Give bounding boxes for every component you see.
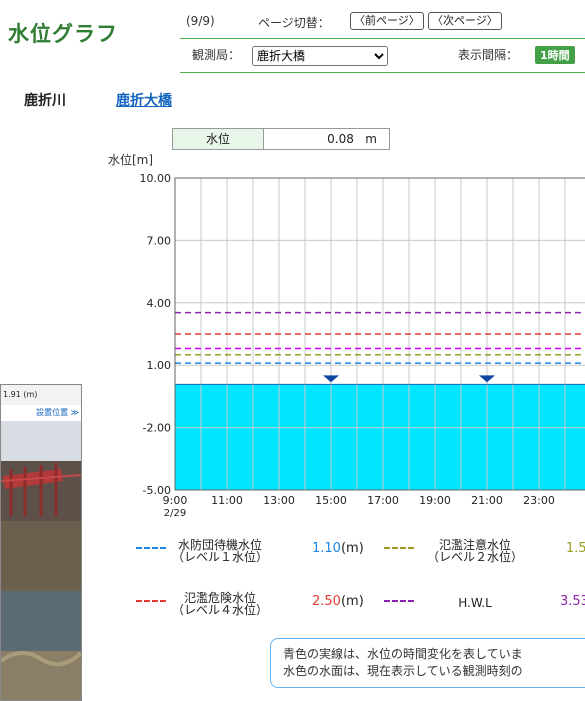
legend-value: 1.5 [566, 541, 585, 556]
note-line-1: 青色の実線は、水位の時間変化を表していま [283, 647, 523, 661]
readout-value: 0.08 m [327, 132, 377, 146]
legend-value: 2.50(m) [312, 594, 364, 609]
y-tick-label: -2.00 [143, 422, 171, 435]
interval-badge[interactable]: 1時間 [535, 46, 575, 64]
legend-value: 1.10(m) [312, 541, 364, 556]
level-marker [479, 375, 495, 383]
station-label: 観測局： [192, 48, 241, 62]
page-title: 水位グラフ [8, 22, 118, 46]
legend-line-swatch [384, 547, 414, 549]
legend-value-unit: (m) [340, 541, 364, 556]
legend-value-unit: (m) [340, 594, 364, 609]
page-indicator: (9/9) [186, 14, 215, 28]
x-tick-label: 11:00 [211, 494, 243, 507]
legend-label: 氾濫注意水位 （レベル２水位） [420, 539, 530, 563]
y-axis-label: 水位[m] [108, 152, 153, 167]
camera-panel: 1.91 (m) 設置位置 ≫ [0, 384, 82, 701]
readout-label: 水位 [173, 129, 264, 149]
plot-border [174, 177, 585, 491]
water-level-readout: 水位 0.08 m [172, 128, 390, 150]
note-line-2: 水色の水面は、現在表示している観測時刻の [283, 664, 523, 678]
level-marker [323, 375, 339, 383]
legend-label-line2: （レベル２水位） [426, 550, 523, 564]
legend-label-line1: H.W.L [458, 596, 492, 610]
legend-label-line1: 氾濫注意水位 [438, 538, 511, 552]
camera-header: 1.91 (m) [1, 385, 81, 405]
legend-label: 水防団待機水位 （レベル１水位） [165, 539, 275, 563]
y-tick-label: 10.00 [140, 172, 172, 185]
legend-label-line1: 氾濫危険水位 [183, 591, 256, 605]
river-name: 鹿折川 [24, 93, 66, 109]
x-tick-label: 9:00 [163, 494, 188, 507]
legend-value-number: 3.53 [560, 594, 585, 609]
y-tick-label: -5.00 [143, 484, 171, 497]
x-tick-label: 21:00 [471, 494, 503, 507]
x-tick-label: 23:00 [523, 494, 555, 507]
y-tick-label: 4.00 [147, 297, 172, 310]
water-area [175, 384, 585, 490]
legend-line-swatch [384, 600, 414, 602]
legend-label-line1: 水防団待機水位 [177, 538, 262, 552]
y-tick-label: 1.00 [147, 359, 172, 372]
x-tick-sublabel: 2/29 [164, 508, 186, 519]
page-switch-label: ページ切替： [258, 16, 330, 30]
legend-label: H.W.L [420, 597, 530, 609]
y-tick-label: 7.00 [147, 234, 172, 247]
prev-page-button[interactable]: 〈前ページ〉 [350, 12, 424, 30]
page-switch-bar: (9/9) ページ切替： 〈前ページ〉 〈次ページ〉 [180, 8, 585, 39]
chart-explanation-note: 青色の実線は、水位の時間変化を表していま 水色の水面は、現在表示している観測時刻… [270, 638, 585, 688]
next-page-button[interactable]: 〈次ページ〉 [428, 12, 502, 30]
legend-line-swatch [136, 547, 166, 549]
station-link[interactable]: 鹿折大橋 [116, 93, 172, 109]
legend-label-line2: （レベル１水位） [171, 550, 268, 564]
camera-image[interactable] [1, 421, 81, 701]
camera-location-link[interactable]: 設置位置 ≫ [36, 408, 79, 417]
water-level-chart: 水位[m] 10.00 7.00 4.00 1.00 -2.00 -5.009:002/29… [108, 152, 585, 519]
x-tick-label: 17:00 [367, 494, 399, 507]
station-bar: 観測局： 鹿折大橋 表示間隔： 1時間 [180, 40, 585, 73]
legend-line-swatch [136, 600, 166, 602]
legend-value-number: 1.10 [312, 541, 341, 556]
interval-label: 表示間隔： [458, 48, 519, 62]
legend-value-number: 2.50 [312, 594, 341, 609]
legend-label: 氾濫危険水位 （レベル４水位） [165, 592, 275, 616]
legend-value-number: 1.5 [566, 541, 585, 556]
legend-label-line2: （レベル４水位） [171, 603, 268, 617]
legend-value: 3.53 [560, 594, 585, 609]
station-select[interactable]: 鹿折大橋 [252, 46, 388, 66]
x-tick-label: 15:00 [315, 494, 347, 507]
x-tick-label: 13:00 [263, 494, 295, 507]
x-tick-label: 19:00 [419, 494, 451, 507]
